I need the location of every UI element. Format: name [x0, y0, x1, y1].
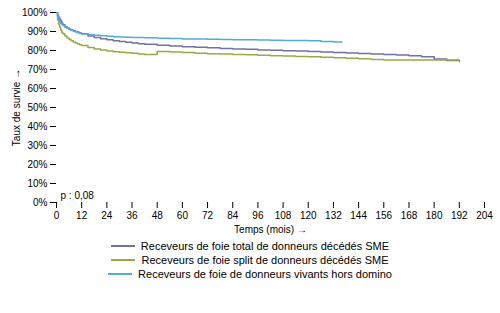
svg-text:144: 144	[350, 210, 367, 221]
svg-text:20%: 20%	[27, 159, 47, 170]
svg-text:70%: 70%	[27, 64, 47, 75]
svg-text:0: 0	[54, 210, 60, 221]
html-text:Receveurs de foie split de don: Receveurs de foie split de donneurs décé…	[141, 254, 389, 266]
svg-text:80%: 80%	[27, 45, 47, 56]
svg-text:30%: 30%	[27, 140, 47, 151]
svg-text:48: 48	[152, 210, 164, 221]
svg-text:60%: 60%	[27, 83, 47, 94]
svg-text:168: 168	[401, 210, 418, 221]
svg-text:12: 12	[76, 210, 88, 221]
svg-text:Temps (mois) →: Temps (mois) →	[234, 224, 307, 235]
svg-text:100%: 100%	[22, 7, 48, 18]
svg-text:60: 60	[177, 210, 189, 221]
svg-text:132: 132	[325, 210, 342, 221]
svg-text:40%: 40%	[27, 121, 47, 132]
svg-text:156: 156	[375, 210, 392, 221]
svg-text:36: 36	[126, 210, 138, 221]
svg-text:24: 24	[101, 210, 113, 221]
svg-text:p : 0,08: p : 0,08	[61, 190, 95, 201]
svg-text:180: 180	[426, 210, 443, 221]
html-text:Receveurs de foie total de don: Receveurs de foie total de donneurs décé…	[140, 240, 390, 252]
svg-text:Taux de survie →: Taux de survie →	[11, 69, 22, 146]
svg-text:50%: 50%	[27, 102, 47, 113]
svg-text:72: 72	[202, 210, 214, 221]
html-text:Receveurs de foie de donneurs: Receveurs de foie de donneurs vivants ho…	[138, 268, 392, 280]
svg-text:96: 96	[252, 210, 264, 221]
svg-text:90%: 90%	[27, 26, 47, 37]
svg-text:0%: 0%	[33, 197, 48, 208]
svg-text:120: 120	[300, 210, 317, 221]
svg-text:192: 192	[451, 210, 468, 221]
svg-text:84: 84	[227, 210, 239, 221]
svg-text:10%: 10%	[27, 178, 47, 189]
svg-text:108: 108	[275, 210, 292, 221]
svg-text:204: 204	[476, 210, 493, 221]
